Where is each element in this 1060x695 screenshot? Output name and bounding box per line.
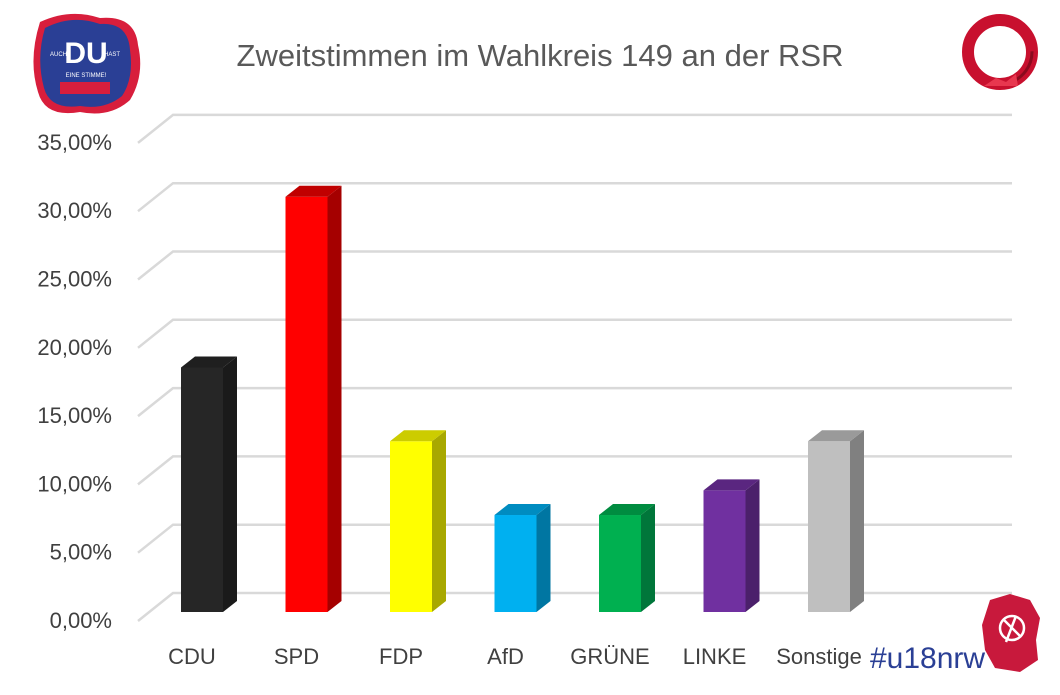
u18nrw-logo: #u18nrw <box>870 594 1040 675</box>
gridline <box>137 181 1012 213</box>
bar-front <box>181 367 223 612</box>
bar-side <box>327 185 342 612</box>
gridline <box>137 591 1012 622</box>
chart-title: Zweitstimmen im Wahlkreis 149 an der RSR <box>237 38 844 73</box>
bar-top <box>390 430 446 442</box>
bar-fdp <box>390 430 446 612</box>
bar-sonstige <box>808 430 864 612</box>
bar-side <box>536 504 551 612</box>
x-category-label: CDU <box>168 644 216 669</box>
bar-front <box>390 441 432 612</box>
gridline <box>137 523 1012 554</box>
bar-side <box>745 479 760 612</box>
x-category-label: LINKE <box>683 644 747 669</box>
svg-text:EINE STIMME!: EINE STIMME! <box>66 73 107 79</box>
y-tick-label: 35,00% <box>37 130 112 155</box>
bar-side <box>641 504 655 612</box>
svg-text:DU: DU <box>64 37 107 70</box>
svg-text:HAST: HAST <box>104 52 120 58</box>
bar-spd <box>285 185 342 612</box>
bar-top <box>808 430 864 442</box>
du-hast-eine-stimme-logo: DU AUCH HAST EINE STIMME! <box>33 13 141 114</box>
svg-text:#u18nrw: #u18nrw <box>870 642 985 675</box>
bar-cdu <box>181 356 237 612</box>
x-axis-labels: CDU SPD FDP AfD GRÜNE LINKE Sonstige <box>168 644 862 669</box>
y-tick-label: 5,00% <box>50 540 112 565</box>
bar-front <box>599 515 641 612</box>
bar-front <box>494 515 537 612</box>
bar-front <box>285 196 328 612</box>
x-category-label: SPD <box>274 644 319 669</box>
y-tick-label: 0,00% <box>50 608 112 633</box>
bar-side <box>223 356 237 612</box>
y-tick-label: 20,00% <box>37 335 112 360</box>
x-category-label: AfD <box>487 644 524 669</box>
x-category-label: GRÜNE <box>570 644 649 669</box>
bar-top <box>181 356 237 368</box>
x-category-label: FDP <box>379 644 423 669</box>
ring-handshake-logo <box>962 14 1038 90</box>
x-category-label: Sonstige <box>776 644 862 669</box>
svg-text:AUCH: AUCH <box>50 52 67 58</box>
gridlines <box>137 113 1012 622</box>
y-axis-ticks: 0,00% 5,00% 10,00% 15,00% 20,00% 25,00% 30,00%… <box>37 130 112 633</box>
bar-front <box>808 441 850 612</box>
bars <box>181 185 864 612</box>
bar-top <box>599 504 655 516</box>
bar-side <box>850 430 864 612</box>
bar-grüne <box>599 504 655 612</box>
y-tick-label: 15,00% <box>37 403 112 428</box>
bar-afd <box>494 504 551 612</box>
gridline <box>137 455 1012 486</box>
gridline <box>137 386 1012 418</box>
y-tick-label: 30,00% <box>37 198 112 223</box>
y-tick-label: 25,00% <box>37 267 112 292</box>
bar-linke <box>703 479 760 612</box>
bar-side <box>432 430 446 612</box>
bar-top <box>285 185 342 197</box>
bar-top <box>494 504 551 516</box>
gridline <box>137 113 1012 144</box>
gridline <box>137 318 1012 349</box>
y-tick-label: 10,00% <box>37 471 112 496</box>
bar-front <box>703 490 746 612</box>
bar-top <box>703 479 760 491</box>
gridline <box>137 250 1012 281</box>
